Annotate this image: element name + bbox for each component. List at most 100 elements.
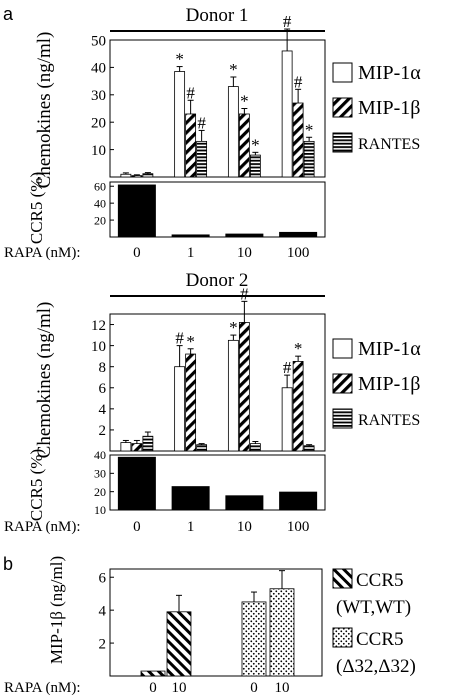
pb-legend-line1: CCR5 (356, 570, 404, 591)
d1c-significance-mark: * (240, 92, 249, 111)
d1c-legend-swatch (332, 132, 353, 153)
d2c-legend-entry: MIP-1α (358, 338, 421, 360)
d1c-legend-entry: MIP-1α (358, 62, 421, 84)
d2c-legend-swatch (332, 373, 353, 394)
d2c-y-tick-label: 8 (99, 360, 107, 376)
panel-label-a: a (3, 4, 14, 24)
d2r-y-tick-label: 30 (94, 467, 106, 481)
pb-legend-swatch (332, 627, 353, 648)
pb-bar (269, 588, 295, 677)
d1c-y-tick-label: 40 (91, 61, 106, 77)
d1c-plot-frame (109, 39, 326, 178)
d2c-y-tick-label: 6 (99, 381, 107, 397)
d2c-bar (281, 387, 293, 452)
pb-y-tick-label: 6 (99, 570, 107, 586)
d1c-y-tick-label: 50 (91, 33, 106, 49)
d2r-y-tick-label: 10 (94, 503, 106, 517)
d2c-bar (142, 435, 154, 452)
donor2-chemokines-ylabel: Chemokines (ng/ml) (34, 302, 55, 459)
pb-legend-line2: (WT,WT) (336, 597, 411, 618)
panel-b-legend: CCR5 (WT,WT) CCR5 (Δ32,Δ32) (332, 568, 416, 677)
d2r-bar (279, 491, 318, 510)
d2c-bar (185, 353, 197, 452)
d2x-label: 100 (287, 519, 310, 535)
d1c-y-tick-label: 30 (91, 88, 106, 104)
d2x-label: 0 (133, 519, 141, 535)
d2c-plot-frame (109, 313, 326, 452)
d1c-legend-swatch (332, 97, 353, 118)
d1c-bar (142, 173, 154, 178)
d1r-bar (225, 233, 264, 237)
d1c-bar (249, 154, 261, 178)
d1c-legend-entry: MIP-1β (358, 97, 420, 119)
d1c-significance-mark: * (305, 120, 314, 139)
d2c-significance-mark: * (186, 332, 195, 351)
donor2-legend: MIP-1α MIP-1β RANTES (332, 338, 421, 429)
d2r-bar (225, 495, 264, 510)
d2r-y-tick-label: 40 (94, 448, 106, 462)
pb-legend-line1: CCR5 (356, 629, 404, 650)
donor2-ccr5-chart: 10 20 30 40 (94, 448, 326, 517)
pbx-label: 0 (149, 680, 157, 696)
d2c-bar (131, 443, 143, 452)
d1c-significance-mark: * (251, 135, 260, 154)
d2r-bar (117, 456, 156, 510)
donor1-ccr5-ylabel: CCR5 (%) (27, 172, 46, 244)
d1c-bar (174, 71, 186, 178)
d2c-significance-mark: # (240, 284, 249, 303)
d2c-significance-mark: * (229, 318, 238, 337)
d1c-significance-mark: # (186, 83, 195, 102)
d1x-label: 1 (187, 245, 195, 261)
donor1-ccr5-chart: 20 40 60 (94, 179, 326, 238)
d1c-legend-swatch (332, 62, 353, 83)
d1x-label: 10 (237, 245, 252, 261)
pb-y-tick-label: 4 (99, 603, 107, 619)
d2c-legend-swatch (332, 408, 353, 429)
d2r-plot-frame (109, 454, 326, 511)
donor2-ccr5-ylabel: CCR5 (%) (27, 449, 46, 521)
d2r-y-tick-label: 20 (94, 485, 106, 499)
d1r-y-tick-label: 40 (94, 196, 106, 210)
d1c-significance-mark: * (229, 60, 238, 79)
d1c-significance-mark: * (175, 50, 184, 69)
d1c-significance-mark: # (283, 12, 292, 31)
d2c-legend-entry: MIP-1β (358, 373, 420, 395)
d2c-significance-mark: # (283, 358, 292, 377)
d1c-bar (227, 86, 239, 178)
d1c-bar (120, 173, 132, 178)
donor2-x-tick-labels: 0 1 10 100 (133, 519, 309, 535)
panel-b-ylabel: MIP-1β (ng/ml) (47, 556, 66, 664)
d1r-bar (117, 184, 156, 237)
d1c-y-tick-label: 10 (91, 143, 106, 159)
d1c-bar (303, 140, 315, 178)
d1c-bar (292, 102, 304, 178)
d2x-label: 10 (237, 519, 252, 535)
panel-b-rapa-label: RAPA (nM): (4, 680, 81, 696)
d1c-bar (131, 175, 143, 178)
pbx-label: 10 (172, 680, 187, 696)
d2c-bar (196, 444, 208, 452)
d1r-bar (279, 231, 318, 237)
d2c-bar (249, 443, 261, 452)
pb-y-tick-label: 2 (99, 636, 107, 652)
d2c-legend-swatch (332, 338, 353, 359)
d2c-y-tick-label: 2 (99, 423, 107, 439)
d1c-legend-entry: RANTES (358, 136, 420, 153)
d1c-bar (196, 140, 208, 178)
d2c-significance-mark: * (294, 339, 303, 358)
d1r-bar (171, 234, 210, 237)
panel-label-b: b (3, 554, 13, 574)
d1r-plot-frame (109, 181, 326, 238)
pb-bar (166, 611, 192, 677)
donor2-rapa-label: RAPA (nM): (4, 519, 81, 535)
panel-b-chart: 2 4 6 (99, 568, 323, 677)
pb-legend-swatch (332, 568, 353, 589)
donor1-chemokines-ylabel: Chemokines (ng/ml) (34, 32, 55, 189)
d1c-significance-mark: # (197, 113, 206, 132)
d2r-bar (171, 486, 210, 510)
d2c-bar (227, 339, 239, 452)
donor2-title: Donor 2 (186, 270, 249, 291)
d2c-legend-entry: RANTES (358, 412, 420, 429)
